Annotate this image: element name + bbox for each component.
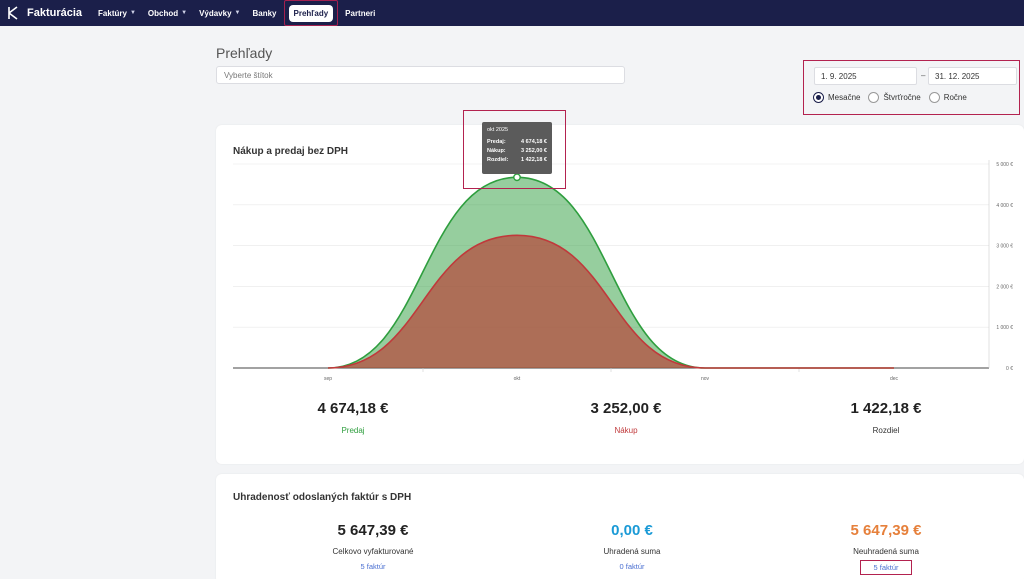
radio-label: Štvrťročne: [883, 93, 921, 102]
y-tick-label: 0 €: [1006, 366, 1013, 372]
radio-dot: [928, 92, 940, 103]
nav-item-prehlady[interactable]: Prehľady: [283, 0, 340, 26]
tooltip-row: Nákup: 3 252,00 €: [487, 148, 547, 154]
summary-rozdiel: 1 422,18 € Rozdiel: [806, 400, 966, 435]
nav-label: Výdavky: [199, 8, 232, 18]
area-chart: 0 € 1 000 € 2 000 € 3 000 € 4 000 € 5 000 € se…: [233, 160, 1013, 382]
tooltip-row: Rozdiel: 1 422,18 €: [487, 157, 547, 163]
series-line-nákup: [327, 234, 894, 369]
summary-predaj: 4 674,18 € Predaj: [273, 400, 433, 435]
y-tick-label: 3 000 €: [996, 244, 1013, 250]
nav-item-banky[interactable]: Banky: [246, 0, 282, 26]
chevron-down-icon: ▼: [234, 10, 241, 16]
stat-paid-link[interactable]: 0 faktúr: [619, 562, 645, 571]
chart-tooltip: okt 2025 Predaj: 4 674,18 € Nákup: 3 252,0…: [482, 122, 552, 174]
radio-stvrtrocne[interactable]: Štvrťročne: [868, 92, 921, 103]
chevron-down-icon: ▼: [129, 10, 136, 16]
x-tick-label: okt: [514, 376, 521, 382]
radio-dot: [868, 92, 880, 103]
radio-mesacne[interactable]: Mesačne: [813, 92, 860, 103]
radio-label: Ročne: [943, 93, 967, 102]
y-tick-label: 1 000 €: [996, 325, 1013, 331]
nav-item-partneri[interactable]: Partneri: [339, 0, 381, 26]
stat-total-value: 5 647,39 €: [337, 522, 409, 539]
summary-rozdiel-label: Rozdiel: [872, 426, 900, 435]
tooltip-value: 3 252,00 €: [521, 148, 547, 154]
payments-title: Uhradenosť odoslaných faktúr s DPH: [233, 492, 412, 503]
stat-unpaid-link[interactable]: 5 faktúr: [860, 560, 912, 575]
nav-item-faktury[interactable]: Faktúry ▼: [92, 0, 142, 26]
summary-nakup-value: 3 252,00 €: [590, 400, 662, 417]
nav-label: Partneri: [345, 8, 376, 18]
x-tick-label: dec: [890, 376, 899, 382]
stat-unpaid: 5 647,39 € Neuhradená suma 5 faktúr: [801, 522, 971, 575]
summary-predaj-value: 4 674,18 €: [317, 400, 389, 417]
stat-total: 5 647,39 € Celkovo vyfakturované 5 faktú…: [288, 522, 458, 574]
hover-point: [513, 173, 521, 182]
tooltip-label: Nákup:: [487, 148, 506, 154]
y-tick-label: 2 000 €: [996, 284, 1013, 290]
brand[interactable]: Fakturácia: [6, 5, 82, 21]
x-tick-label: sep: [324, 376, 332, 382]
tooltip-label: Rozdiel:: [487, 157, 509, 163]
stat-unpaid-value: 5 647,39 €: [850, 522, 922, 539]
tooltip-label: Predaj:: [487, 139, 506, 145]
page-title: Prehľady: [216, 45, 273, 61]
tooltip-highlight-box: [463, 110, 566, 189]
chevron-down-icon: ▼: [181, 10, 188, 16]
date-separator: –: [921, 71, 926, 80]
series-area-nákup: [328, 235, 894, 368]
date-from-input[interactable]: 1. 9. 2025: [814, 67, 917, 85]
summary-predaj-label: Predaj: [341, 426, 365, 435]
chart-title: Nákup a predaj bez DPH: [233, 146, 349, 157]
y-tick-label: 4 000 €: [996, 203, 1013, 209]
summary-nakup-label: Nákup: [614, 426, 638, 435]
y-tick-label: 5 000 €: [996, 162, 1013, 168]
period-filter: 1. 9. 2025 – 31. 12. 2025 Mesačne Štvrťr…: [803, 60, 1020, 115]
stat-paid-value: 0,00 €: [611, 522, 653, 539]
stat-paid: 0,00 € Uhradená suma 0 faktúr: [547, 522, 717, 574]
stat-total-link[interactable]: 5 faktúr: [360, 562, 386, 571]
brand-logo-icon: [8, 6, 18, 20]
brand-name: Fakturácia: [27, 7, 83, 19]
tooltip-row: Predaj: 4 674,18 €: [487, 139, 547, 145]
top-navbar: Fakturácia Faktúry ▼ Obchod ▼ Výdavky ▼ Ban…: [0, 0, 1024, 26]
nav-label: Obchod: [147, 8, 179, 18]
nav-label: Faktúry: [98, 8, 127, 18]
date-to-input[interactable]: 31. 12. 2025: [928, 67, 1017, 85]
payments-card: Uhradenosť odoslaných faktúr s DPH 5 647…: [216, 474, 1024, 579]
nav-item-obchod[interactable]: Obchod ▼: [142, 0, 193, 26]
nav-item-vydavky[interactable]: Výdavky ▼: [193, 0, 246, 26]
nav-label: Banky: [252, 8, 277, 18]
period-radio-group: Mesačne Štvrťročne Ročne: [813, 92, 975, 103]
tooltip-value: 4 674,18 €: [521, 139, 547, 145]
highlight-box: [283, 0, 339, 26]
summary-nakup: 3 252,00 € Nákup: [546, 400, 706, 435]
stat-paid-label: Uhradená suma: [603, 547, 661, 556]
x-tick-label: nov: [701, 376, 710, 382]
tooltip-value: 1 422,18 €: [521, 157, 547, 163]
nav-label: Prehľady: [288, 4, 334, 22]
tag-select[interactable]: Vyberte štítok: [216, 66, 625, 84]
summary-rozdiel-value: 1 422,18 €: [850, 400, 922, 417]
tooltip-title: okt 2025: [487, 127, 509, 133]
radio-rocne[interactable]: Ročne: [928, 92, 967, 103]
radio-label: Mesačne: [828, 93, 861, 102]
stat-total-label: Celkovo vyfakturované: [332, 547, 414, 556]
chart-card: Nákup a predaj bez DPH 0 € 1 000 € 2 000 €…: [216, 125, 1024, 464]
stat-unpaid-label: Neuhradená suma: [853, 547, 919, 556]
radio-dot: [813, 92, 824, 103]
